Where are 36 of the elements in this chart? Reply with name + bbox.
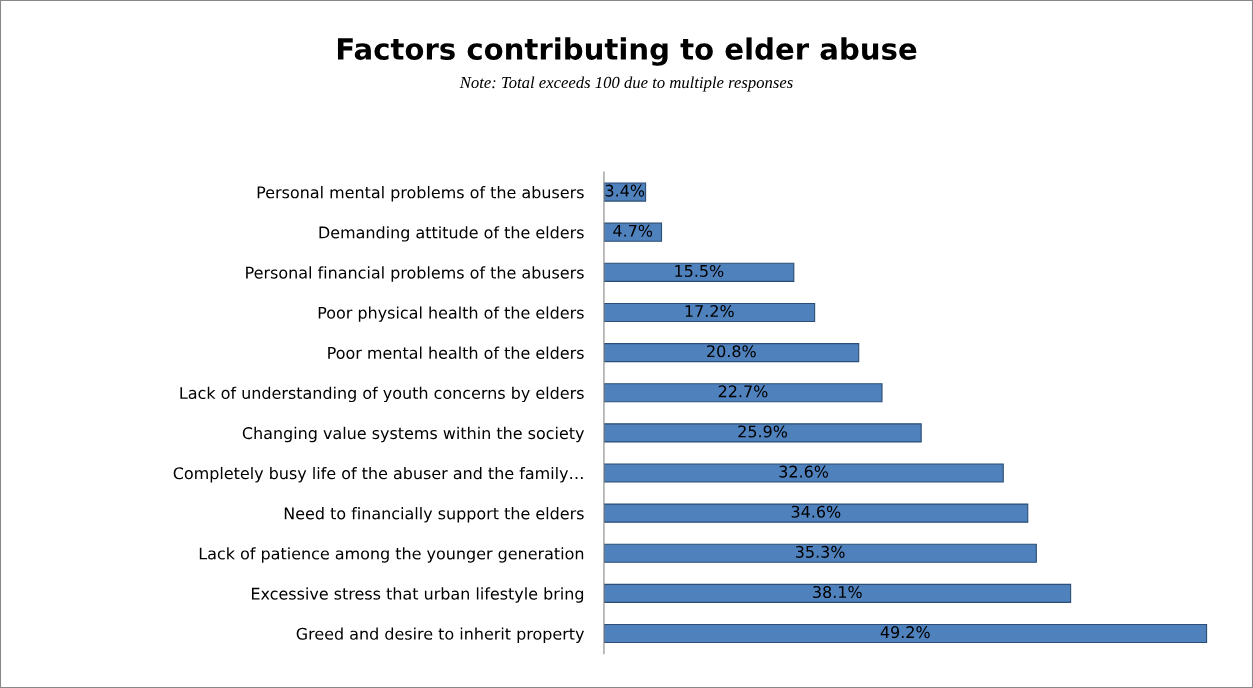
data-label: 25.9%: [738, 425, 788, 438]
y-tick-label: Personal mental problems of the abusers: [257, 186, 584, 202]
y-tick-label: Poor physical health of the elders: [318, 306, 584, 322]
bar: [603, 503, 1029, 523]
y-tick-label: Lack of patience among the younger generation: [199, 547, 584, 563]
y-tick-label: Lack of understanding of youth concerns by elders: [180, 386, 584, 403]
data-label: 49.2%: [880, 626, 930, 639]
data-label: 20.8%: [707, 345, 756, 358]
y-tick-label: Poor mental health of the elders: [328, 346, 584, 359]
data-label: 32.6%: [779, 465, 829, 478]
bar: [603, 583, 1072, 603]
y-tick-label: Excessive stress that urban lifestyle bring: [251, 587, 584, 603]
bar: [603, 302, 816, 323]
bar: [603, 543, 1037, 563]
bar: [603, 262, 795, 282]
y-tick-label: Completely busy life of the abuser and the family…: [173, 466, 583, 483]
data-label: 34.6%: [791, 505, 841, 518]
bar: [603, 383, 883, 403]
bar: [603, 623, 1208, 644]
chart-subtitle: Note: Total exceeds 100 due to multiple responses: [459, 76, 793, 92]
y-tick-label: Need to financially support the elders: [284, 507, 584, 523]
data-label: 35.3%: [795, 545, 845, 558]
y-tick-label: Personal financial problems of the abusers: [246, 266, 584, 282]
data-label: 17.2%: [685, 305, 734, 318]
data-label: 15.5%: [675, 264, 724, 277]
data-label: 4.7%: [613, 224, 653, 237]
data-label: 38.1%: [813, 585, 862, 599]
bar: [603, 423, 922, 443]
y-tick-label: Greed and desire to inherit property: [296, 627, 585, 643]
chart-title: Factors contributing to elder abuse: [337, 37, 917, 66]
data-label: 3.4%: [605, 184, 645, 197]
data-label: 22.7%: [718, 385, 768, 398]
y-tick-label: Demanding attitude of the elders: [319, 226, 584, 242]
bar: [603, 343, 860, 363]
bar: [603, 463, 1004, 483]
y-tick-label: Changing value systems within the society: [242, 426, 585, 443]
